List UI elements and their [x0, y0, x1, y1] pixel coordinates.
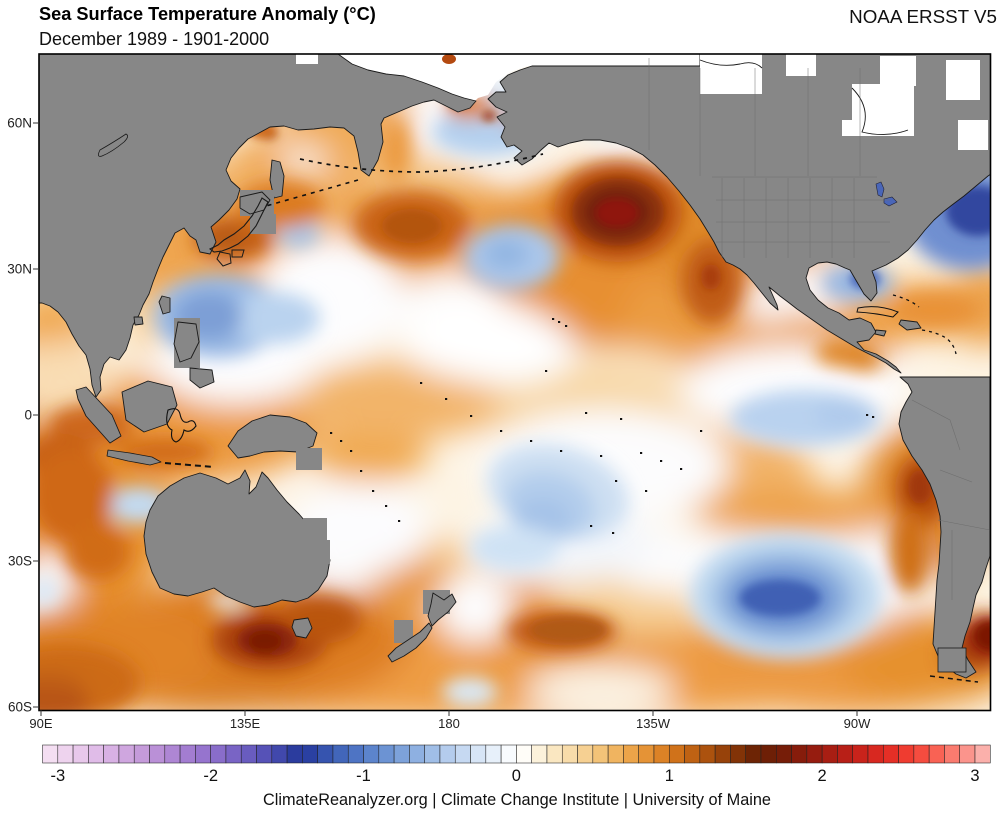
- svg-text:60N: 60N: [7, 116, 32, 131]
- svg-text:-1: -1: [356, 767, 371, 785]
- svg-text:December 1989 - 1901-2000: December 1989 - 1901-2000: [39, 29, 269, 49]
- svg-text:0: 0: [512, 767, 521, 785]
- svg-text:NOAA ERSST V5: NOAA ERSST V5: [849, 6, 997, 27]
- svg-text:30N: 30N: [7, 262, 32, 277]
- svg-text:3: 3: [970, 767, 979, 785]
- svg-text:90W: 90W: [844, 716, 871, 731]
- svg-text:135W: 135W: [636, 716, 671, 731]
- svg-text:30S: 30S: [8, 554, 32, 569]
- svg-text:60S: 60S: [8, 700, 32, 715]
- svg-text:1: 1: [665, 767, 674, 785]
- svg-text:180: 180: [438, 716, 460, 731]
- svg-text:-2: -2: [203, 767, 218, 785]
- svg-text:-3: -3: [50, 767, 65, 785]
- svg-text:ClimateReanalyzer.org | Climat: ClimateReanalyzer.org | Climate Change I…: [263, 791, 771, 809]
- svg-text:Sea Surface Temperature Anomal: Sea Surface Temperature Anomaly (°C): [39, 4, 376, 24]
- svg-text:135E: 135E: [230, 716, 261, 731]
- svg-text:2: 2: [818, 767, 827, 785]
- svg-text:0: 0: [24, 408, 32, 423]
- svg-text:90E: 90E: [29, 716, 52, 731]
